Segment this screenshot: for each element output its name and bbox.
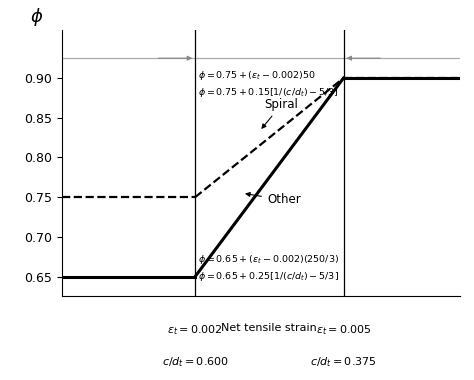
Text: Other: Other — [246, 193, 301, 206]
Text: $\phi = 0.75 + (\epsilon_t - 0.002)50$
$\phi = 0.75 + 0.15[1/(c/d_t) - 5/3]$: $\phi = 0.75 + (\epsilon_t - 0.002)50$ $… — [198, 68, 338, 99]
Text: $\epsilon_t = 0.005$: $\epsilon_t = 0.005$ — [316, 323, 372, 337]
Text: Net tensile strain: Net tensile strain — [221, 323, 317, 333]
Text: $\phi = 0.65 + (\epsilon_t - 0.002)(250/3)$
$\phi = 0.65 + 0.25[1/(c/d_t) - 5/3]: $\phi = 0.65 + (\epsilon_t - 0.002)(250/… — [198, 253, 338, 283]
Text: $\epsilon_t = 0.002$: $\epsilon_t = 0.002$ — [167, 323, 223, 337]
Text: $\phi$: $\phi$ — [30, 6, 44, 28]
Text: Spiral: Spiral — [262, 98, 298, 128]
Text: $c/d_t = 0.375$: $c/d_t = 0.375$ — [310, 355, 377, 369]
Text: $c/d_t = 0.600$: $c/d_t = 0.600$ — [162, 355, 228, 369]
